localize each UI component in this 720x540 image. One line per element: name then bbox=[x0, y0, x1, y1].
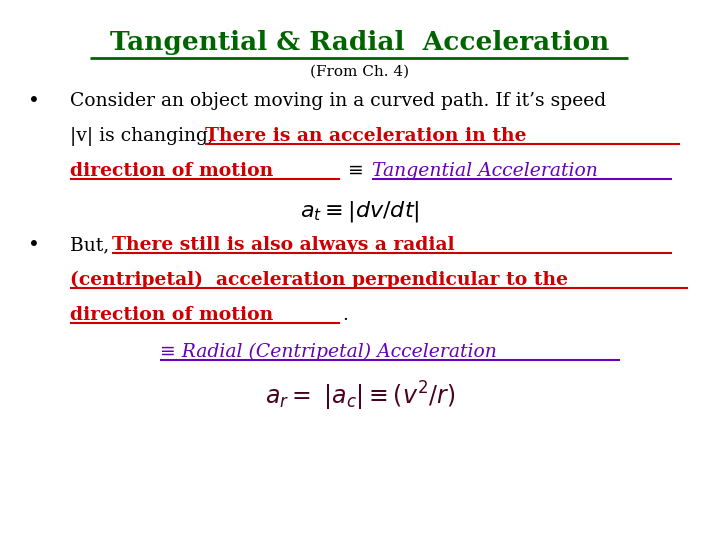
Text: direction of motion: direction of motion bbox=[70, 162, 274, 180]
Text: $a_t \equiv |dv/dt|$: $a_t \equiv |dv/dt|$ bbox=[300, 199, 420, 224]
Text: But,: But, bbox=[70, 236, 115, 254]
Text: (From Ch. 4): (From Ch. 4) bbox=[310, 65, 410, 79]
Text: There is an acceleration in the: There is an acceleration in the bbox=[205, 127, 526, 145]
Text: •: • bbox=[28, 236, 40, 255]
Text: $a_r =\ |a_c| \equiv (v^2/r)$: $a_r =\ |a_c| \equiv (v^2/r)$ bbox=[265, 380, 455, 413]
Text: There still is also always a radial: There still is also always a radial bbox=[112, 236, 454, 254]
Text: ≡ Radial (Centripetal) Acceleration: ≡ Radial (Centripetal) Acceleration bbox=[160, 343, 497, 361]
Text: Tangential Acceleration: Tangential Acceleration bbox=[372, 162, 598, 180]
Text: •: • bbox=[28, 92, 40, 111]
Text: ≡: ≡ bbox=[342, 162, 370, 180]
Text: (centripetal)  acceleration perpendicular to the: (centripetal) acceleration perpendicular… bbox=[70, 271, 568, 289]
Text: .: . bbox=[342, 306, 348, 324]
Text: Tangential & Radial  Acceleration: Tangential & Radial Acceleration bbox=[110, 30, 610, 55]
Text: direction of motion: direction of motion bbox=[70, 306, 274, 324]
Text: |v| is changing,: |v| is changing, bbox=[70, 127, 220, 146]
Text: Consider an object moving in a curved path. If it’s speed: Consider an object moving in a curved pa… bbox=[70, 92, 606, 110]
